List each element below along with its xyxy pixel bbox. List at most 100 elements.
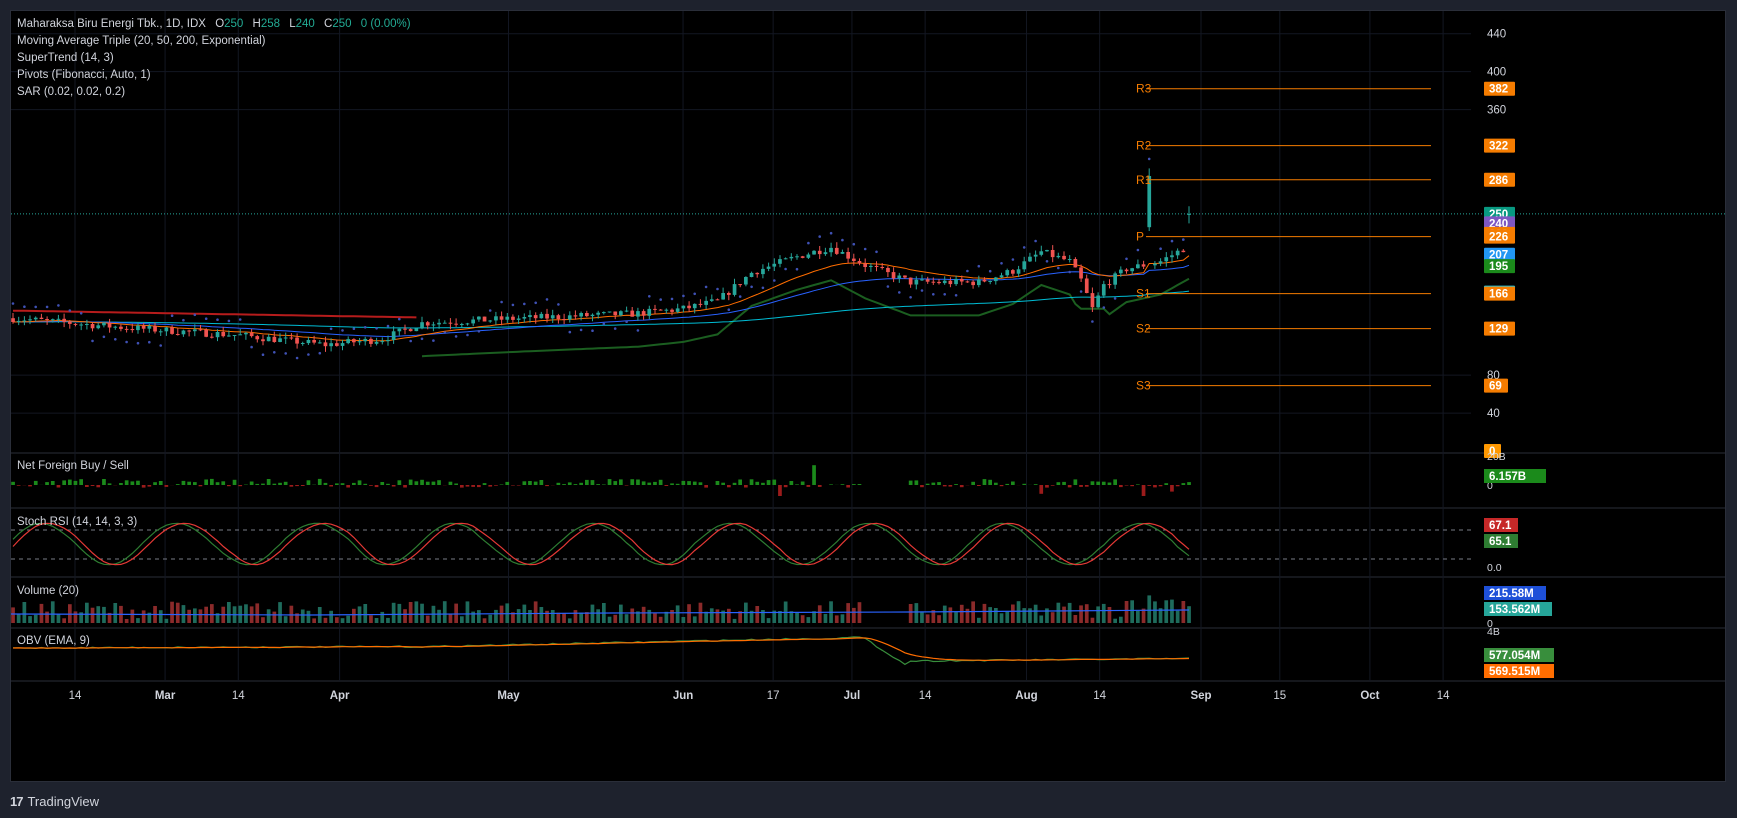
candle-body [158,331,163,333]
candle-body [1147,176,1152,228]
volume-bar [363,604,368,623]
candle-body [732,284,737,295]
price-badge [1484,172,1515,187]
stoch-k-badge [1484,518,1518,532]
nfb-bar [653,481,657,485]
volume-bar [920,611,924,623]
pivot-label-r3: R3 [1136,82,1152,96]
nfb-bar [158,481,163,485]
candle-body [488,320,493,322]
nfb-bar [289,485,294,487]
volume-bar [244,604,248,623]
main-legend: Maharaksa Biru Energi Tbk., 1D, IDX O250… [17,16,417,101]
volume-bar [164,618,169,623]
volume-bar [175,602,180,623]
candle-body [295,337,299,344]
candle-body [431,324,436,326]
obv-badge-label: 577.054M [1489,650,1540,662]
pane-label-nfb[interactable]: Net Foreign Buy / Sell [17,460,129,472]
candle-body [590,314,595,317]
sar-dot [682,294,685,298]
pane-label-obv[interactable]: OBV (EMA, 9) [17,635,90,647]
nfb-bar [630,479,635,485]
indicator-ma-triple[interactable]: Moving Average Triple (20, 50, 200, Expo… [17,35,266,47]
nfb-bar [102,479,106,485]
chart-frame[interactable]: R3 R2 R1 P S1 S2 S3 40 80 360 400 440 382 322 286 250 24… [10,10,1726,782]
symbol-title[interactable]: Maharaksa Biru Energi Tbk., 1D, IDX [17,18,206,30]
volume-bar [982,603,987,623]
candle-body [823,252,828,255]
brand-name[interactable]: TradingView [27,793,100,809]
indicator-sar[interactable]: SAR (0.02, 0.02, 0.2) [17,86,126,98]
candle-body [715,299,720,301]
volume-bar [494,609,498,623]
price-badge [1484,321,1515,336]
candle-body [800,256,805,258]
nfb-bar [193,482,197,485]
nfb-bar [812,465,816,485]
candle-body [266,336,271,342]
candle-body [261,339,265,342]
volume-bar [692,616,697,623]
nfb-bar [1079,485,1083,487]
price-axis-tick: 440 [1487,29,1506,41]
sar-dot [216,318,219,322]
candle-body [863,263,867,267]
sar-dot [68,309,72,312]
price-axis-tick: 360 [1487,105,1506,117]
candle-body [806,254,811,258]
tradingview-logo-icon[interactable]: 17 [10,793,24,809]
candle-body [675,308,680,312]
nfb-bar [272,483,277,485]
candle-body [1005,270,1010,276]
pane-label-stoch[interactable]: Stoch RSI (14, 14, 3, 3) [17,516,138,528]
candle-body [1175,250,1180,256]
nfb-bar [698,482,703,485]
candle-body [397,328,402,332]
volume-bar [585,612,589,623]
sar-dot [420,337,424,341]
price-badge [1484,378,1508,393]
nfb-bar [147,485,152,487]
nfb-bar [488,485,493,487]
sar-dot [23,305,26,309]
candle-body [891,272,896,279]
volume-bar [704,611,708,623]
ema50-line [13,264,1190,338]
nfb-bar [278,482,282,485]
nfb-bar [1062,481,1066,485]
candle-body [522,317,527,319]
time-axis-label: Aug [1015,690,1037,702]
pane-label-volume[interactable]: Volume (20) [17,585,80,597]
volume-bar [1067,602,1072,623]
sar-dot [738,295,742,298]
nfb-bar [789,481,794,485]
nfb-bar [590,480,595,485]
candle-body [1067,259,1072,260]
sar-dot [1000,262,1003,265]
sar-dot [45,305,49,309]
indicator-supertrend[interactable]: SuperTrend (14, 3) [17,52,114,64]
nfb-bar [431,481,436,485]
chart-canvas[interactable]: R3R2R1PS1S2S3408036040044038232228625024… [11,11,1725,781]
nfb-bar [397,480,402,485]
candle-body [840,252,845,254]
sar-dot [273,351,276,354]
volume-bar [312,618,316,623]
indicator-pivots[interactable]: Pivots (Fibonacci, Auto, 1) [17,69,151,81]
candle-body [795,256,799,258]
candle-body [550,315,555,319]
nfb-bar [295,485,299,487]
nfb-bar [988,479,992,485]
candle-body [244,332,248,335]
candle-body [363,338,368,342]
sar-dot [557,303,560,306]
nfb-bar [971,481,975,485]
volume-bar [1045,608,1049,623]
candle-body [1107,284,1112,286]
candle-body [477,316,481,320]
nfb-bar [1039,485,1044,494]
nfb-bar [914,480,919,485]
ema200-line [13,290,1190,329]
volume-ma-badge [1484,586,1546,600]
